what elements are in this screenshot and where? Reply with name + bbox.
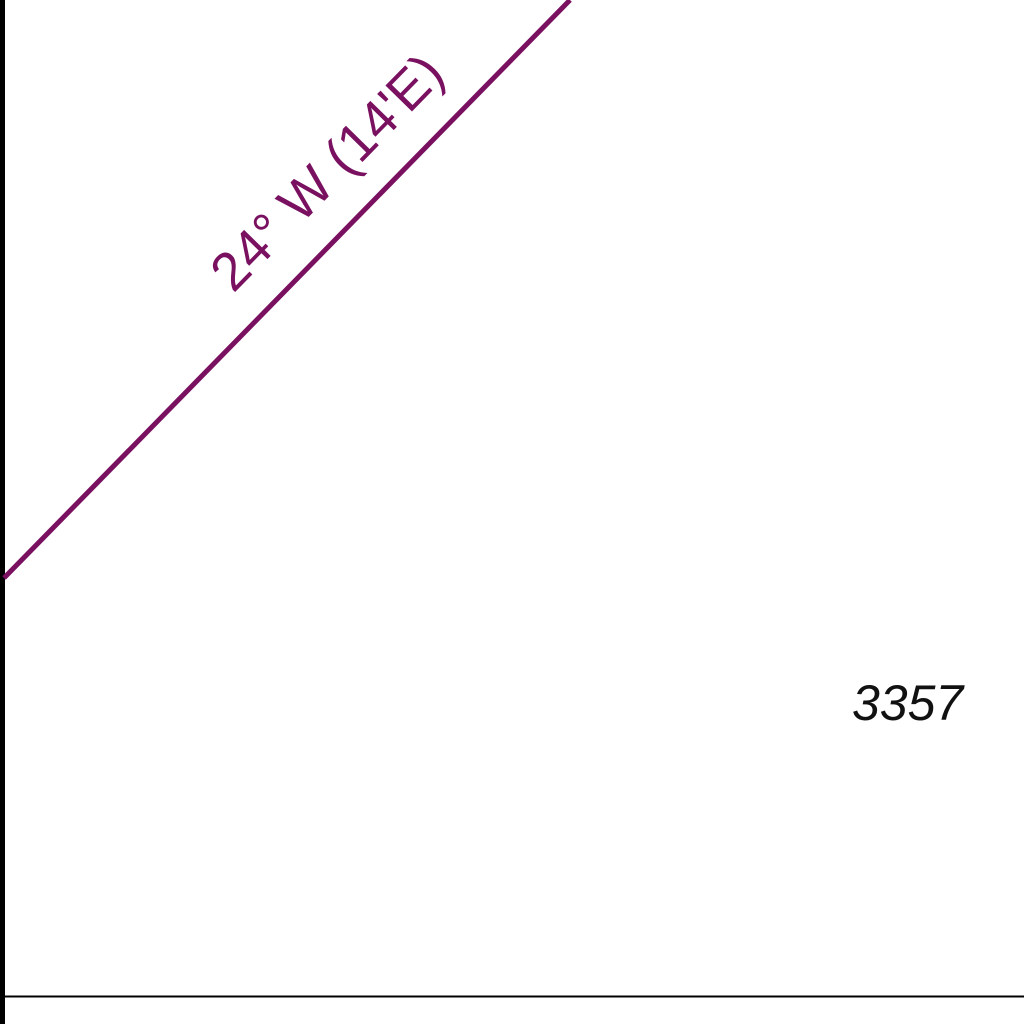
isogonic-line bbox=[2, 0, 572, 580]
isogonic-label: 24° W (14'E) bbox=[199, 42, 455, 302]
elevation-label: 3357 bbox=[852, 675, 965, 731]
